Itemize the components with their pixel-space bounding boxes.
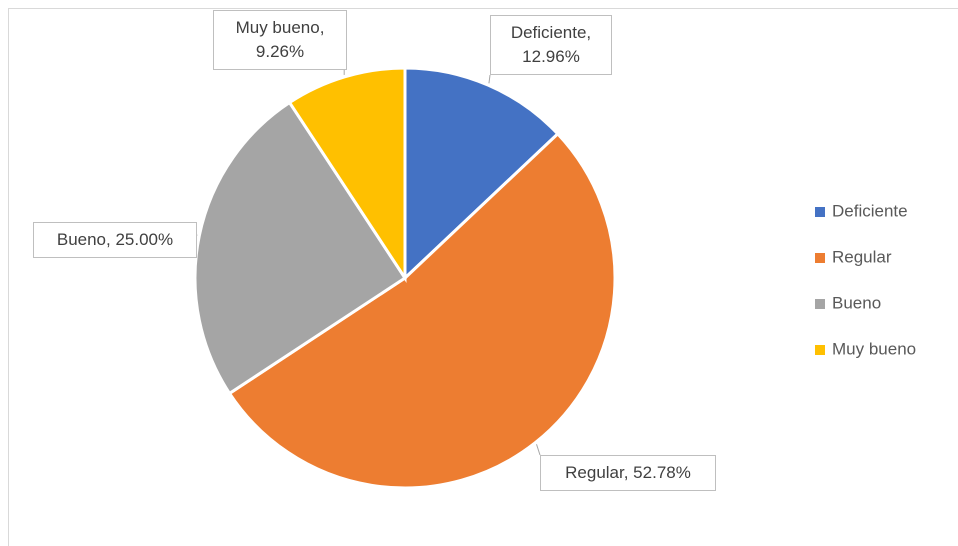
chart-frame: [8, 8, 958, 546]
legend-label: Regular: [832, 247, 892, 266]
legend-label: Bueno: [832, 293, 881, 312]
data-label: Deficiente, 12.96%: [490, 15, 612, 75]
pie-slice: [403, 66, 560, 282]
legend-swatch: [815, 253, 825, 263]
legend-label: Muy bueno: [832, 339, 916, 358]
pie-slice: [227, 131, 617, 490]
data-label: Regular, 52.78%: [540, 455, 716, 491]
legend-swatch: [815, 207, 825, 217]
legend-swatch: [815, 299, 825, 309]
data-label: Bueno, 25.00%: [33, 222, 197, 258]
pie-slice: [287, 66, 407, 284]
leader-line: [536, 444, 541, 456]
data-label: Muy bueno, 9.26%: [213, 10, 347, 70]
leader-line: [488, 74, 491, 84]
legend-label: Deficiente: [832, 201, 908, 220]
legend-swatch: [815, 345, 825, 355]
pie-slice: [193, 100, 408, 396]
